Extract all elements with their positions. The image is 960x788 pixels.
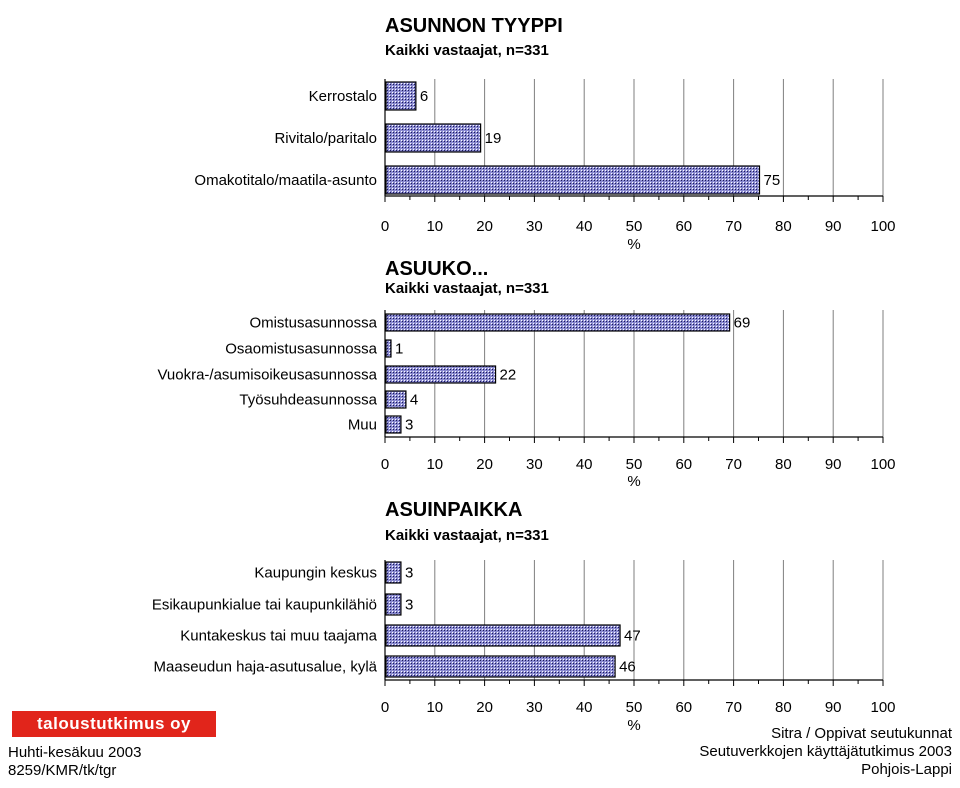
x-tick-label: 10 (426, 218, 443, 235)
x-tick-label: 40 (576, 218, 593, 235)
category-label: Muu (348, 417, 377, 434)
x-axis-label: % (627, 473, 640, 490)
footer-left: Huhti-kesäkuu 2003 8259/KMR/tk/tgr (8, 744, 141, 780)
data-label: 3 (405, 417, 413, 434)
footer-study: Seutuverkkojen käyttäjätutkimus 2003 (699, 743, 952, 760)
chart-title: ASUNNON TYYPPI (385, 15, 563, 37)
chart-title: ASUUKO... (385, 258, 488, 280)
category-label: Kerrostalo (309, 88, 377, 105)
x-tick-label: 70 (725, 218, 742, 235)
x-tick-label: 30 (526, 218, 543, 235)
data-label: 22 (500, 367, 517, 384)
data-label: 1 (395, 341, 403, 358)
bar (385, 313, 731, 332)
data-label: 3 (405, 597, 413, 614)
category-label: Vuokra-/asumisoikeusasunnossa (157, 367, 377, 384)
x-tick-label: 20 (476, 699, 493, 716)
data-label: 75 (764, 172, 781, 189)
bar (385, 593, 402, 616)
data-label: 4 (410, 392, 418, 409)
category-label: Omakotitalo/maatila-asunto (194, 172, 377, 189)
category-label: Kuntakeskus tai muu taajama (180, 628, 377, 645)
chart-3: ASUINPAIKKA Kaikki vastaajat, n=331 0 10 20 3… (152, 499, 896, 734)
x-tick-label: 70 (725, 699, 742, 716)
x-tick-label: 30 (526, 456, 543, 473)
footer-region: Pohjois-Lappi (861, 761, 952, 778)
x-tick-label: 60 (675, 218, 692, 235)
bar (385, 339, 392, 358)
category-label: Rivitalo/paritalo (274, 130, 377, 147)
x-axis-label: % (627, 236, 640, 253)
x-tick-label: 100 (870, 218, 895, 235)
bar (385, 655, 616, 678)
data-label: 6 (420, 88, 428, 105)
x-tick-label: 90 (825, 456, 842, 473)
data-label: 47 (624, 628, 641, 645)
footer-code: 8259/KMR/tk/tgr (8, 762, 117, 779)
x-tick-label: 50 (626, 218, 643, 235)
x-tick-label: 0 (381, 456, 389, 473)
category-label: Esikaupunkialue tai kaupunkilähiö (152, 597, 377, 614)
x-tick-label: 90 (825, 699, 842, 716)
bar (385, 81, 417, 111)
x-tick-label: 50 (626, 456, 643, 473)
bar (385, 365, 497, 384)
x-tick-label: 20 (476, 456, 493, 473)
x-tick-label: 60 (675, 456, 692, 473)
x-tick-label: 50 (626, 699, 643, 716)
x-tick-label: 100 (870, 699, 895, 716)
chart-subtitle: Kaikki vastaajat, n=331 (385, 42, 549, 59)
x-tick-label: 30 (526, 699, 543, 716)
x-tick-label: 10 (426, 699, 443, 716)
chart-subtitle: Kaikki vastaajat, n=331 (385, 280, 549, 297)
x-tick-label: 70 (725, 456, 742, 473)
x-tick-label: 10 (426, 456, 443, 473)
x-axis-label: % (627, 717, 640, 734)
bar (385, 165, 761, 195)
x-tick-label: 40 (576, 699, 593, 716)
x-tick-label: 60 (675, 699, 692, 716)
x-tick-label: 20 (476, 218, 493, 235)
bar (385, 415, 402, 434)
taloustutkimus-logo: taloustutkimus oy (12, 711, 216, 737)
chart-title: ASUINPAIKKA (385, 499, 522, 521)
bar (385, 561, 402, 584)
bar (385, 390, 407, 409)
chart-1: ASUNNON TYYPPI Kaikki vastaajat, n=331 0 10… (194, 15, 895, 253)
x-tick-label: 100 (870, 456, 895, 473)
x-tick-label: 40 (576, 456, 593, 473)
x-tick-label: 0 (381, 699, 389, 716)
chart-2: ASUUKO...Kaikki vastaajat, n=331 0 10 20 30 4… (157, 258, 895, 490)
category-label: Osaomistusasunnossa (225, 341, 377, 358)
footer-client: Sitra / Oppivat seutukunnat (771, 725, 952, 742)
data-label: 46 (619, 659, 636, 676)
category-label: Työsuhdeasunnossa (239, 392, 377, 409)
category-label: Kaupungin keskus (254, 565, 377, 582)
x-tick-label: 80 (775, 456, 792, 473)
category-label: Omistusasunnossa (249, 315, 377, 332)
data-label: 3 (405, 565, 413, 582)
x-tick-label: 0 (381, 218, 389, 235)
bar (385, 123, 482, 153)
category-label: Maaseudun haja-asutusalue, kylä (154, 659, 378, 676)
bar (385, 624, 621, 647)
x-tick-label: 80 (775, 218, 792, 235)
x-tick-label: 90 (825, 218, 842, 235)
x-tick-label: 80 (775, 699, 792, 716)
footer-date: Huhti-kesäkuu 2003 (8, 744, 142, 761)
footer-right: Sitra / Oppivat seutukunnat Seutuverkkoj… (699, 725, 952, 779)
chart-subtitle: Kaikki vastaajat, n=331 (385, 527, 549, 544)
data-label: 19 (485, 130, 502, 147)
data-label: 69 (734, 315, 751, 332)
